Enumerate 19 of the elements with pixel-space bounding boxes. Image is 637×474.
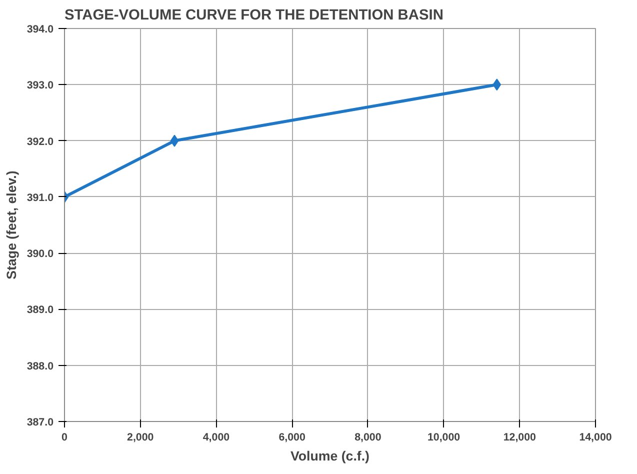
x-axis-title: Volume (c.f.)	[290, 448, 370, 464]
chart-title: STAGE-VOLUME CURVE FOR THE DETENTION BASIN	[64, 8, 444, 24]
y-tick-label: 389.0	[26, 304, 54, 316]
x-tick-label: 4,000	[202, 432, 230, 444]
x-tick-label: 14,000	[579, 432, 612, 444]
x-tick-label: 0	[62, 432, 68, 444]
y-tick-label: 390.0	[26, 248, 54, 260]
y-tick-label: 393.0	[26, 80, 54, 92]
y-tick-label: 392.0	[26, 136, 54, 148]
y-tick-label: 394.0	[26, 24, 54, 36]
x-tick-label: 12,000	[503, 432, 536, 444]
y-axis-title: Stage (feet, elev.)	[4, 170, 19, 280]
y-tick-label: 391.0	[26, 192, 54, 204]
x-tick-label: 2,000	[127, 432, 154, 444]
y-tick-label: 388.0	[26, 360, 54, 372]
x-tick-label: 8,000	[354, 432, 382, 444]
x-tick-label: 10,000	[427, 432, 460, 444]
x-tick-label: 6,000	[278, 432, 306, 444]
y-tick-label: 387.0	[26, 416, 54, 428]
